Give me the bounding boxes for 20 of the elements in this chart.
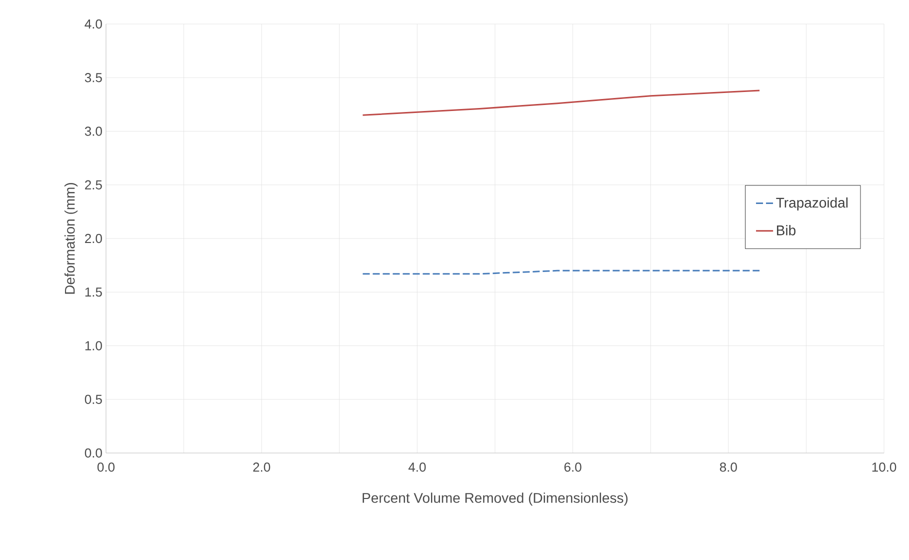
x-tick-label: 10.0 <box>872 462 896 472</box>
y-tick-label: 2.5 <box>85 180 102 190</box>
legend-label: Trapazoidal <box>776 197 848 210</box>
y-tick-label: 4.0 <box>84 19 102 29</box>
y-axis-title: Deformation (mm) <box>64 182 78 294</box>
x-tick-label: 8.0 <box>720 462 737 472</box>
x-tick-label: 2.0 <box>253 462 270 472</box>
legend-label: Bib <box>776 225 796 236</box>
y-tick-label: 3.5 <box>84 73 102 82</box>
y-tick-label: 3.0 <box>84 126 102 136</box>
y-tick-label: 2.0 <box>85 234 102 244</box>
line-series <box>362 90 760 116</box>
y-tick-label: 1.5 <box>85 288 102 297</box>
x-axis-title: Percent Volume Removed (Dimensionless) <box>362 492 628 506</box>
y-tick-label: 0.5 <box>84 394 102 404</box>
x-tick-label: 6.0 <box>564 462 582 472</box>
y-tick-label: 0.0 <box>84 448 102 458</box>
y-tick-label: 1.0 <box>85 341 102 350</box>
x-tick-label: 0.0 <box>97 462 115 472</box>
x-tick-label: 4.0 <box>408 462 426 472</box>
